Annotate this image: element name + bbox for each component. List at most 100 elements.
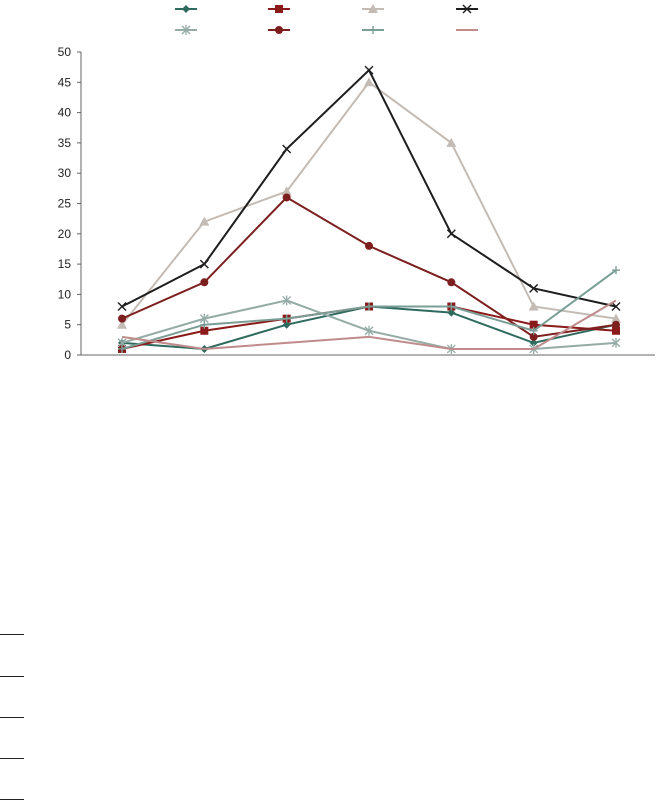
y-tick-label: 45 xyxy=(58,75,72,89)
series-7-point xyxy=(612,266,620,275)
legend-marker-shape xyxy=(275,26,283,34)
legend-marker-shape xyxy=(182,5,190,13)
legend-entry-3 xyxy=(362,4,384,13)
series-5-point xyxy=(282,295,292,306)
series-1-point-shape xyxy=(282,320,291,329)
legend-marker xyxy=(181,25,191,35)
series-2-point xyxy=(612,326,620,335)
series-3-point-shape xyxy=(281,186,292,196)
y-tick-label: 30 xyxy=(58,166,72,180)
series-7-point xyxy=(118,344,126,353)
series-3-point-shape xyxy=(611,313,621,323)
series-3-point-shape xyxy=(528,301,539,311)
series-6-point xyxy=(118,314,126,323)
legend-marker xyxy=(275,5,283,13)
series-line-8 xyxy=(121,299,617,350)
series-4-point xyxy=(611,302,621,312)
chart-svg: 0 5 10 15 20 25 30 35 40 45 50 xyxy=(58,4,655,362)
series-line-6 xyxy=(121,196,617,338)
series-4-point xyxy=(529,283,539,293)
series-3-point-shape xyxy=(117,319,127,329)
series-4-point-stroke xyxy=(117,302,127,312)
y-tick-label: 0 xyxy=(64,348,71,362)
y-tick-label: 25 xyxy=(58,197,72,211)
series-5-point xyxy=(611,337,621,348)
series-4-point-stroke xyxy=(282,144,292,154)
series-3-point-shape xyxy=(364,77,374,87)
series-6-point-shape xyxy=(612,320,620,329)
legend-marker xyxy=(368,4,378,13)
series-2-point-shape xyxy=(612,326,620,335)
series-1-point-shape xyxy=(447,308,456,317)
divider-rule xyxy=(0,799,24,800)
legend-marker xyxy=(275,26,283,34)
legend-entry-6 xyxy=(268,26,290,34)
series-4-point xyxy=(117,302,127,312)
series-6-point-shape xyxy=(529,332,538,341)
series-4-point-stroke xyxy=(529,283,539,293)
legend-marker-stroke xyxy=(462,4,472,14)
series-4-point-stroke xyxy=(611,302,621,312)
series-7-point xyxy=(529,326,538,335)
series-2-point-shape xyxy=(529,320,538,329)
series-7-point xyxy=(447,302,456,311)
legend-entry-2 xyxy=(268,5,290,13)
series-6-point xyxy=(447,278,456,287)
series-3-point xyxy=(364,77,374,87)
series-4-point xyxy=(364,65,374,75)
legend-marker xyxy=(369,26,377,34)
series-6-point xyxy=(612,320,620,329)
series-6-point xyxy=(200,278,209,287)
series-5-point xyxy=(364,325,374,336)
series-1-point xyxy=(529,338,538,347)
series-3-point xyxy=(281,186,292,196)
series-line-4 xyxy=(121,68,617,308)
series-3-point-shape xyxy=(199,216,210,226)
series-4-point-stroke xyxy=(364,65,374,75)
series-3-point-shape xyxy=(446,137,457,147)
y-tick-label: 5 xyxy=(64,318,71,332)
series-4-point xyxy=(199,259,209,269)
divider-rule xyxy=(0,634,24,635)
line-chart: 0 5 10 15 20 25 30 35 40 45 50 xyxy=(0,0,669,380)
series-4-point-stroke xyxy=(446,229,456,239)
legend-entry-5 xyxy=(175,25,197,35)
series-6-point xyxy=(529,332,538,341)
series-2-point xyxy=(200,326,209,335)
series-4-point xyxy=(446,229,456,239)
series-7-point xyxy=(200,320,209,329)
legend-entry-1 xyxy=(175,5,197,13)
legend-marker xyxy=(182,5,190,13)
y-tick-label: 35 xyxy=(58,136,72,150)
series-4-point xyxy=(282,144,292,154)
y-tick-label: 15 xyxy=(58,257,72,271)
legend-entry-4 xyxy=(456,4,478,14)
series-6-point-shape xyxy=(200,278,209,287)
series-6-point-shape xyxy=(447,278,456,287)
series-2-point xyxy=(529,320,538,329)
divider-rule xyxy=(0,717,24,718)
y-tick-label: 20 xyxy=(58,227,72,241)
y-tick-label: 40 xyxy=(58,106,72,120)
series-4-point-stroke xyxy=(199,259,209,269)
series-6-point xyxy=(282,193,291,202)
series-6-point-shape xyxy=(282,193,291,202)
legend-marker xyxy=(462,4,472,14)
divider-rule xyxy=(0,676,24,677)
series-1-point xyxy=(282,320,291,329)
series-1-point xyxy=(447,308,456,317)
legend-marker-shape xyxy=(275,5,283,13)
legend-entry-7 xyxy=(362,26,384,34)
series-6-point-shape xyxy=(118,314,126,323)
series-line-3 xyxy=(121,80,617,326)
series-3-point xyxy=(117,319,127,329)
y-tick-label: 50 xyxy=(58,45,72,59)
series-7-point xyxy=(365,302,373,311)
series-2-point-shape xyxy=(200,326,209,335)
series-7-point xyxy=(282,314,291,323)
divider-rule xyxy=(0,758,24,759)
series-6-point xyxy=(365,241,373,250)
series-3-point xyxy=(611,313,621,323)
series-3-point xyxy=(528,301,539,311)
y-tick-label: 10 xyxy=(58,287,72,301)
